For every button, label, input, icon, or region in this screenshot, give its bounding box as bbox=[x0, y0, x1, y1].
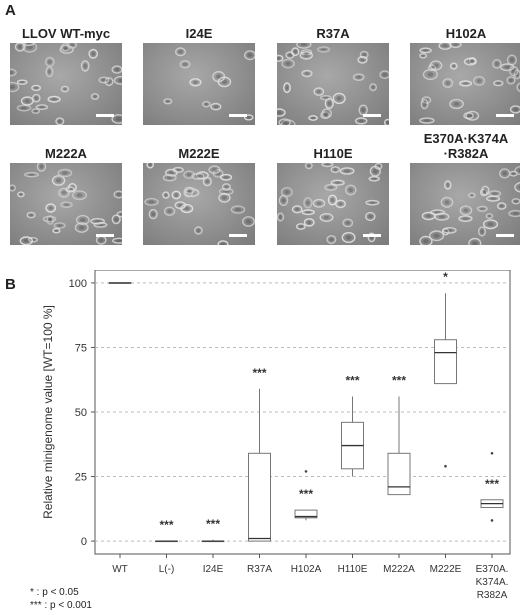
em-micrograph bbox=[10, 163, 122, 245]
em-micrograph bbox=[277, 163, 389, 245]
y-tick-label: 0 bbox=[81, 536, 87, 548]
legend-p001: *** : p < 0.001 bbox=[30, 600, 92, 611]
scale-bar bbox=[229, 114, 247, 117]
y-tick-label: 75 bbox=[75, 342, 87, 354]
x-tick-label: H102A bbox=[291, 564, 322, 575]
y-tick-label: 50 bbox=[75, 407, 87, 419]
em-micrograph bbox=[410, 43, 520, 125]
x-tick-label: M222E bbox=[430, 564, 462, 575]
x-tick-label: WT bbox=[112, 564, 128, 575]
x-tick-label: H110E bbox=[338, 564, 368, 575]
scale-bar bbox=[229, 234, 247, 237]
em-micrograph bbox=[143, 163, 255, 245]
x-tick-label: K374A. bbox=[476, 577, 509, 588]
outlier-point bbox=[490, 452, 494, 455]
outlier-point bbox=[304, 470, 308, 473]
em-micrograph bbox=[277, 43, 389, 125]
box bbox=[294, 509, 318, 519]
scale-bar bbox=[496, 114, 514, 117]
x-tick-label: R382A bbox=[477, 590, 508, 601]
em-panel-title: R37A bbox=[316, 26, 350, 41]
significance-marker: *** bbox=[345, 374, 359, 388]
significance-marker: *** bbox=[299, 487, 313, 501]
legend-p05: * : p < 0.05 bbox=[30, 587, 79, 598]
em-panel-title: H110E bbox=[313, 146, 353, 161]
significance-marker: *** bbox=[485, 477, 499, 491]
scale-bar bbox=[96, 234, 114, 237]
em-texture bbox=[419, 165, 520, 245]
significance-marker: *** bbox=[392, 374, 406, 388]
x-tick-label: E370A. bbox=[476, 564, 509, 575]
scale-bar bbox=[496, 234, 514, 237]
box bbox=[248, 452, 271, 542]
em-texture bbox=[419, 43, 520, 124]
x-tick-label: R37A bbox=[247, 564, 272, 575]
em-texture bbox=[10, 43, 122, 125]
outlier-point bbox=[444, 464, 447, 468]
significance-marker: *** bbox=[159, 518, 173, 532]
em-panel-title: M222A bbox=[45, 146, 87, 161]
box bbox=[387, 452, 411, 496]
em-micrograph bbox=[143, 43, 255, 125]
em-panel-title: E370A·K374A ·R382A bbox=[423, 131, 509, 161]
em-texture bbox=[277, 163, 383, 244]
x-tick-label: I24E bbox=[203, 564, 224, 575]
em-panel-title: H102A bbox=[445, 26, 487, 41]
y-tick-label: 25 bbox=[75, 472, 87, 484]
x-tick-label: M222A bbox=[383, 564, 415, 575]
minigenome-boxplot: 0 25 50 75 100 Relative minigenome value [WT=… bbox=[41, 270, 511, 601]
em-micrograph bbox=[410, 163, 520, 245]
y-axis-label: Relative minigenome value [WT=100 %] bbox=[41, 305, 55, 519]
scale-bar bbox=[96, 114, 114, 117]
em-panel-title: I24E bbox=[185, 26, 213, 41]
em-micrograph bbox=[10, 43, 122, 125]
outlier-point bbox=[490, 519, 494, 522]
em-panel-title: M222E bbox=[178, 146, 220, 161]
panel-b-letter: B bbox=[5, 276, 16, 293]
significance-marker: *** bbox=[206, 517, 220, 531]
panel-a-letter: A bbox=[5, 2, 16, 19]
em-panel-title: LLOV WT-myc bbox=[21, 26, 111, 41]
box bbox=[434, 339, 457, 385]
em-texture bbox=[10, 163, 122, 245]
scale-bar bbox=[363, 114, 381, 117]
significance-marker: *** bbox=[252, 366, 266, 380]
scale-bar bbox=[363, 234, 381, 237]
em-texture bbox=[277, 43, 389, 125]
x-tick-label: L(-) bbox=[159, 564, 175, 575]
significance-marker: * bbox=[443, 270, 448, 284]
em-texture bbox=[144, 163, 255, 245]
y-tick-label: 100 bbox=[69, 278, 87, 290]
em-texture bbox=[163, 47, 255, 121]
